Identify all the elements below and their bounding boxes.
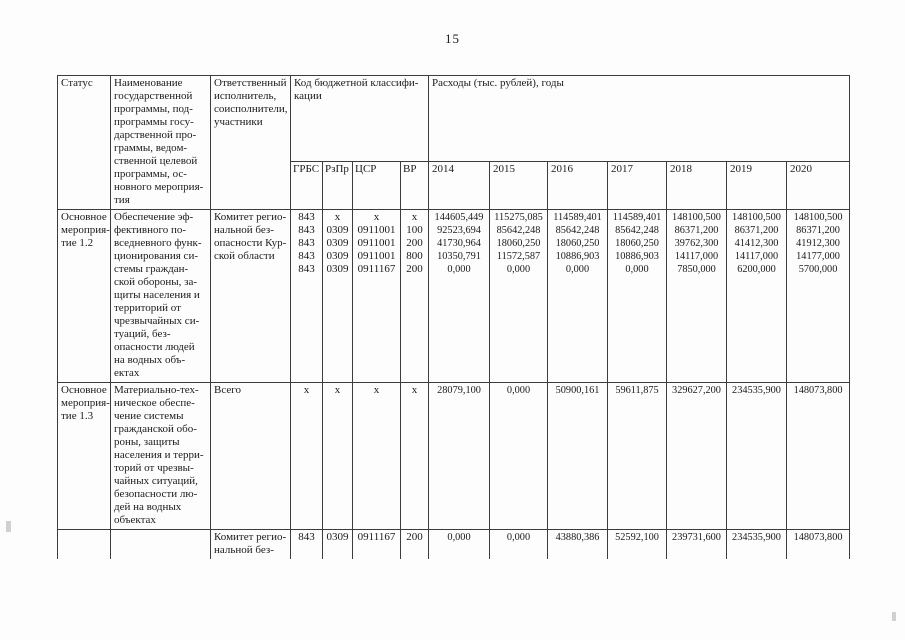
- col-header-year-2018: 2018: [666, 160, 728, 211]
- cell-2014: 144605,449 92523,694 41730,964 10350,791…: [428, 209, 491, 383]
- cell-2020: 148100,500 86371,200 41912,300 14177,000…: [786, 209, 851, 383]
- cell-grbs: 843: [290, 529, 323, 559]
- cell-name: Материально-тех- ническое обеспе- чение …: [110, 382, 211, 530]
- cell-2015: 0,000: [489, 529, 549, 559]
- cell-csr: x: [352, 382, 401, 530]
- col-header-executor: Ответственный исполнитель, соисполнители…: [210, 75, 291, 210]
- col-header-vr: ВР: [399, 160, 430, 211]
- cell-2019: 148100,500 86371,200 41412,300 14117,000…: [726, 209, 788, 383]
- cell-status: Основное мероприя- тие 1.2: [57, 209, 111, 383]
- cell-2020: 148073,800: [786, 529, 851, 559]
- col-header-csr: ЦСР: [352, 160, 401, 211]
- cell-csr: 0911167: [352, 529, 401, 559]
- cell-2014: 28079,100: [428, 382, 491, 530]
- cell-name: [110, 529, 211, 559]
- cell-2016: 114589,401 85642,248 18060,250 10886,903…: [547, 209, 609, 383]
- cell-grbs: 843 843 843 843 843: [290, 209, 323, 383]
- col-group-budget-code: Код бюджетной классифи- кации: [289, 75, 430, 162]
- cell-2017: 59611,875: [607, 382, 668, 530]
- cell-status: Основное мероприя- тие 1.3: [57, 382, 111, 530]
- budget-table: Статус Наименование государственной прог…: [57, 75, 851, 559]
- table-body: Основное мероприя- тие 1.2 Обеспечение э…: [57, 209, 851, 559]
- cell-vr: x: [399, 382, 430, 530]
- col-header-rzpr: РзПр: [322, 160, 353, 211]
- header-row-groups: Статус Наименование государственной прог…: [57, 75, 851, 210]
- cell-rzpr: x 0309 0309 0309 0309: [322, 209, 353, 383]
- col-header-grbs: ГРБС: [290, 160, 323, 211]
- col-header-name: Наименование государственной программы, …: [110, 75, 211, 210]
- cell-executor: Комитет регио- нальной без- опасности Ку…: [210, 209, 291, 383]
- page-number: 15: [445, 31, 460, 46]
- col-header-year-2015: 2015: [489, 160, 549, 211]
- cell-2017: 114589,401 85642,248 18060,250 10886,903…: [607, 209, 668, 383]
- cell-2018: 148100,500 86371,200 39762,300 14117,000…: [666, 209, 728, 383]
- col-header-year-2019: 2019: [726, 160, 788, 211]
- cell-2019: 234535,900: [726, 529, 788, 559]
- scan-artifact: [6, 521, 11, 532]
- cell-2018: 329627,200: [666, 382, 728, 530]
- cell-2016: 50900,161: [547, 382, 609, 530]
- table-row-measure-1-2: Основное мероприя- тие 1.2 Обеспечение э…: [57, 209, 851, 383]
- col-group-expenses: Расходы (тыс. рублей), годы: [428, 75, 851, 162]
- cell-csr: x 0911001 0911001 0911001 0911167: [352, 209, 401, 383]
- cell-2019: 234535,900: [726, 382, 788, 530]
- cell-vr: 200: [399, 529, 430, 559]
- table-row-measure-1-3: Основное мероприя- тие 1.3 Материально-т…: [57, 382, 851, 530]
- cell-2015: 0,000: [489, 382, 549, 530]
- cell-2014: 0,000: [428, 529, 491, 559]
- table-row-continuation: Комитет регио- нальной без- 843 0309 091…: [57, 529, 851, 559]
- header-row-subcolumns: ГРБС РзПр ЦСР ВР 2014 2015 2016 2017 201…: [58, 160, 851, 211]
- cell-2017: 52592,100: [607, 529, 668, 559]
- cell-rzpr: 0309: [322, 529, 353, 559]
- cell-executor: Всего: [210, 382, 291, 530]
- cell-2020: 148073,800: [786, 382, 851, 530]
- col-header-year-2014: 2014: [428, 160, 491, 211]
- cell-name: Обеспечение эф- фективного по- вседневно…: [110, 209, 211, 383]
- cell-grbs: x: [290, 382, 323, 530]
- cell-2016: 43880,386: [547, 529, 609, 559]
- table-header: Статус Наименование государственной прог…: [57, 75, 851, 211]
- cell-status: [57, 529, 111, 559]
- col-header-status: Статус: [57, 75, 111, 210]
- cell-2018: 239731,600: [666, 529, 728, 559]
- scan-artifact: [892, 612, 896, 621]
- cell-rzpr: x: [322, 382, 353, 530]
- col-header-year-2016: 2016: [547, 160, 609, 211]
- cell-vr: x 100 200 800 200: [399, 209, 430, 383]
- col-header-year-2017: 2017: [607, 160, 668, 211]
- cell-executor: Комитет регио- нальной без-: [210, 529, 291, 559]
- col-header-year-2020: 2020: [786, 160, 851, 211]
- cell-2015: 115275,085 85642,248 18060,250 11572,587…: [489, 209, 549, 383]
